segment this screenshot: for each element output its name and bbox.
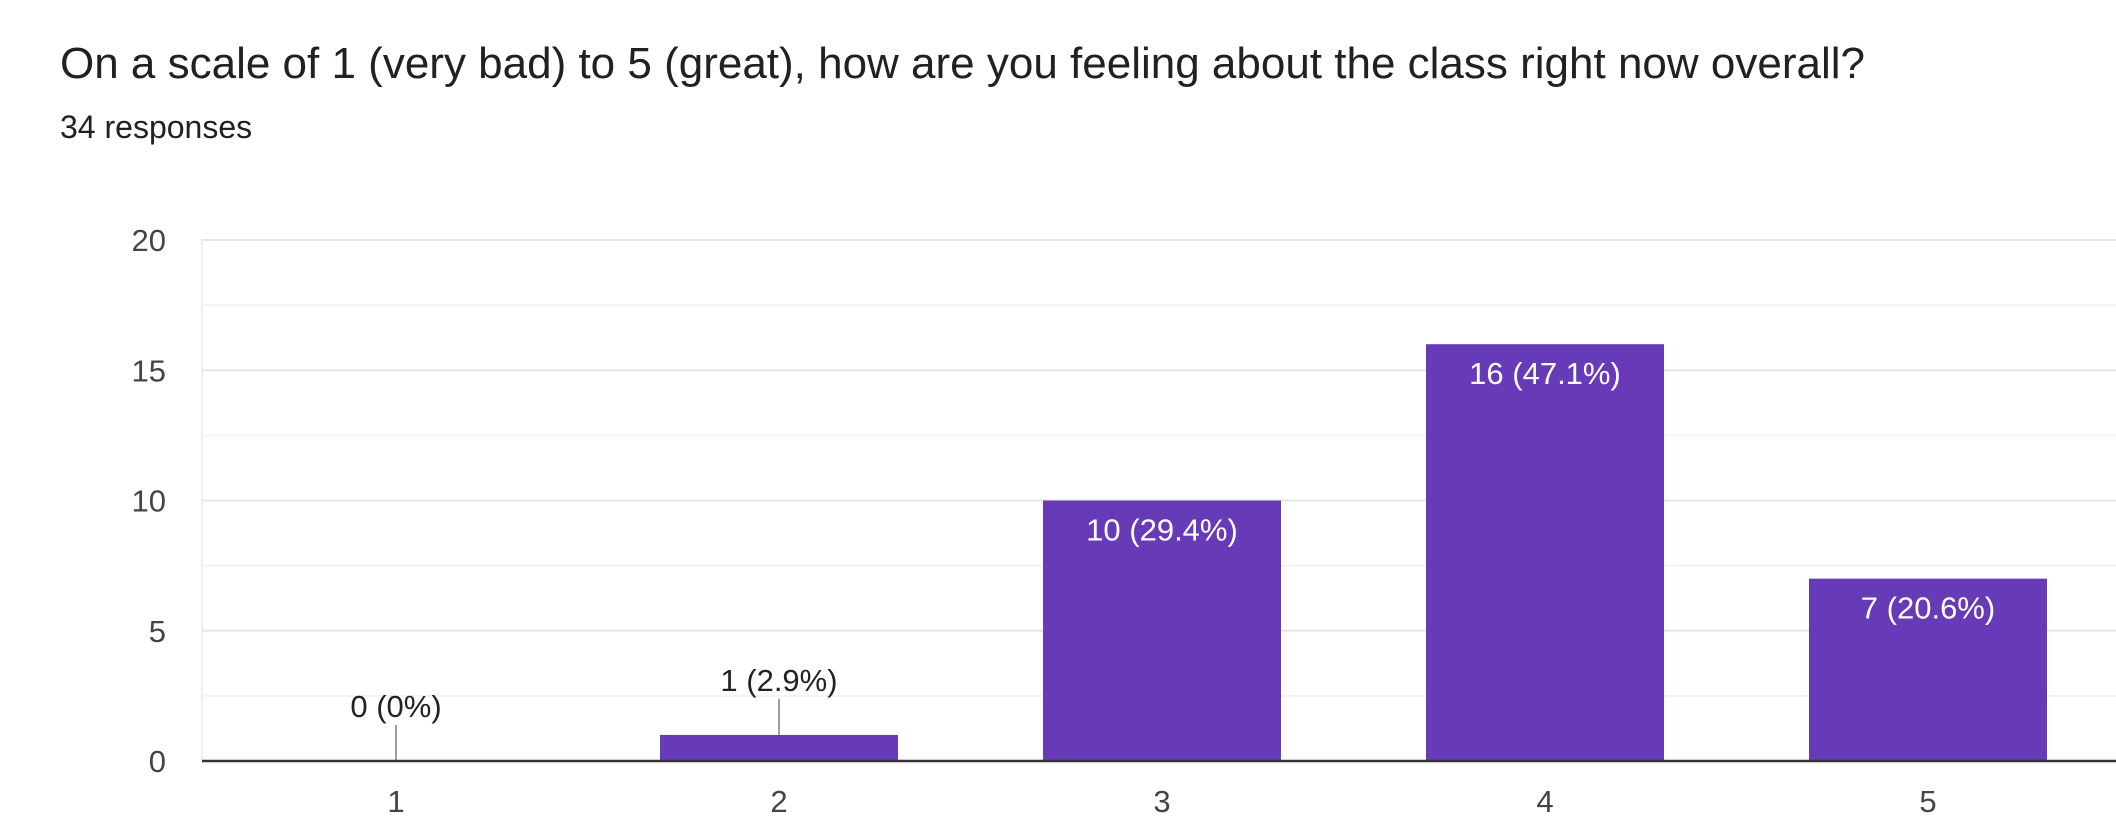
y-tick-label: 10: [132, 484, 166, 519]
data-label: 0 (0%): [350, 689, 441, 724]
x-tick-label: 2: [770, 784, 787, 819]
x-tick-label: 4: [1536, 784, 1553, 819]
y-tick-label: 0: [149, 744, 166, 779]
x-tick-label: 1: [387, 784, 404, 819]
y-tick-label: 20: [132, 223, 166, 258]
x-tick-label: 3: [1153, 784, 1170, 819]
data-label: 1 (2.9%): [720, 663, 837, 698]
bar: [1809, 578, 2047, 761]
bar: [1426, 344, 1664, 761]
question-title: On a scale of 1 (very bad) to 5 (great),…: [60, 39, 1865, 88]
data-label: 16 (47.1%): [1469, 356, 1621, 391]
y-tick-label: 5: [149, 614, 166, 649]
data-label: 10 (29.4%): [1086, 513, 1238, 548]
response-count: 34 responses: [60, 109, 253, 145]
y-tick-label: 15: [132, 353, 166, 388]
data-label: 7 (20.6%): [1861, 591, 1995, 626]
bar: [1043, 500, 1281, 761]
x-tick-label: 5: [1919, 784, 1936, 819]
bar: [660, 734, 898, 761]
